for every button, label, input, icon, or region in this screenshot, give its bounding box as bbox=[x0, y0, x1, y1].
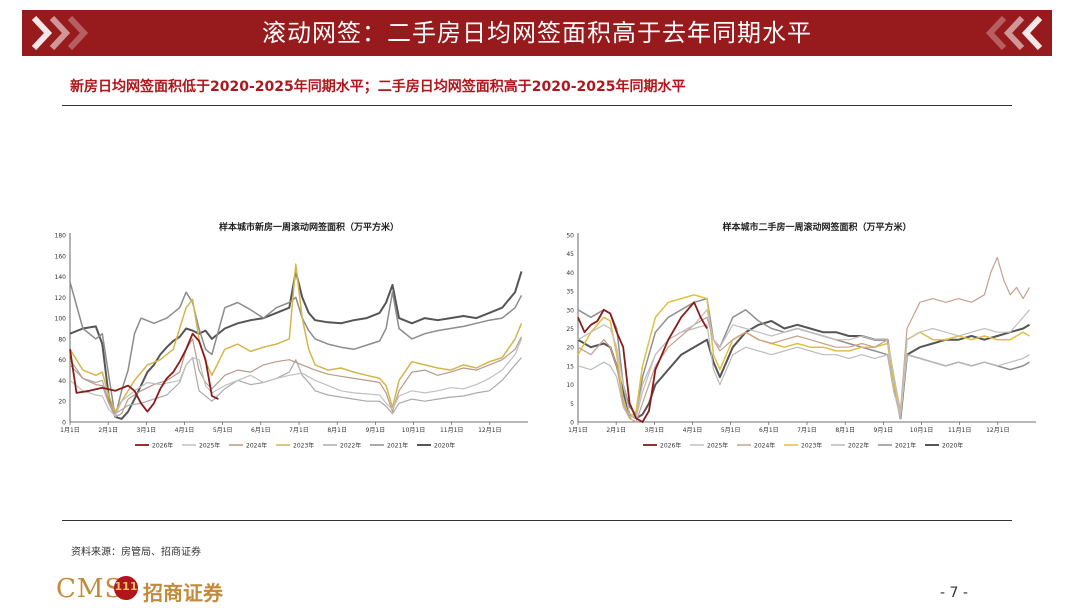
right-chevrons-icon bbox=[985, 16, 1043, 50]
legend-label: 2026年 bbox=[660, 442, 681, 450]
bottom-divider bbox=[62, 520, 1012, 521]
x-tick-label: 12月1日 bbox=[986, 427, 1009, 434]
legend-label: 2021年 bbox=[387, 442, 408, 450]
y-tick-label: 140 bbox=[55, 274, 67, 281]
legend-label: 2023年 bbox=[801, 442, 822, 450]
x-tick-label: 6月1日 bbox=[759, 427, 779, 434]
y-tick-label: 25 bbox=[566, 326, 574, 333]
legend-label: 2023年 bbox=[293, 442, 314, 450]
source-note: 资料来源：房管局、招商证券 bbox=[71, 547, 201, 558]
x-tick-label: 10月1日 bbox=[910, 427, 933, 434]
series-line-2021年 bbox=[69, 281, 523, 418]
x-tick-label: 8月1日 bbox=[327, 427, 347, 434]
header-banner: 滚动网签：二手房日均网签面积高于去年同期水平 bbox=[22, 10, 1052, 56]
x-tick-label: 2月1日 bbox=[606, 427, 626, 434]
legend-label: 2022年 bbox=[340, 442, 361, 450]
chart-title: 样本城市二手房一周滚动网签面积（万平方米） bbox=[722, 221, 911, 233]
series-line-2026年 bbox=[69, 332, 219, 413]
y-tick-label: 100 bbox=[55, 316, 67, 323]
y-tick-label: 20 bbox=[566, 345, 574, 352]
x-tick-label: 5月1日 bbox=[213, 427, 233, 434]
y-tick-label: 20 bbox=[58, 399, 66, 406]
logo-emblem-text: 111 bbox=[114, 580, 138, 593]
legend-label: 2020年 bbox=[942, 442, 963, 450]
logo-text: CMS bbox=[56, 574, 124, 604]
x-tick-label: 3月1日 bbox=[137, 427, 157, 434]
x-tick-label: 10月1日 bbox=[402, 427, 425, 434]
x-tick-label: 7月1日 bbox=[797, 427, 817, 434]
series-line-2024年 bbox=[69, 336, 523, 418]
new-home-chart: 样本城市新房一周滚动网签面积（万平方米） 0 20 40 60 80 100 120 140 16… bbox=[55, 221, 528, 450]
series-line-2023年 bbox=[69, 263, 523, 413]
logo-emblem-icon: 111 bbox=[114, 576, 138, 600]
y-tick-label: 180 bbox=[55, 233, 67, 240]
chart-title: 样本城市新房一周滚动网签面积（万平方米） bbox=[219, 221, 399, 233]
series-line-2025年 bbox=[69, 338, 523, 417]
y-tick-label: 15 bbox=[566, 363, 574, 370]
logo-cn-text: 招商证券 bbox=[143, 581, 223, 605]
x-tick-label: 5月1日 bbox=[721, 427, 741, 434]
cms-logo: CMS 111 招商证券 bbox=[56, 572, 246, 606]
legend-label: 2024年 bbox=[246, 442, 267, 450]
series-line-2023年 bbox=[577, 294, 1030, 420]
y-tick-label: 5 bbox=[570, 401, 574, 408]
y-tick-label: 160 bbox=[55, 253, 67, 260]
left-chevrons-icon bbox=[31, 16, 89, 50]
legend-label: 2022年 bbox=[848, 442, 869, 450]
y-tick-label: 0 bbox=[570, 420, 574, 427]
x-tick-label: 9月1日 bbox=[874, 427, 894, 434]
x-tick-label: 2月1日 bbox=[98, 427, 118, 434]
series-line-2024年 bbox=[577, 256, 1031, 423]
x-tick-label: 9月1日 bbox=[366, 427, 386, 434]
page-title: 滚动网签：二手房日均网签面积高于去年同期水平 bbox=[262, 19, 812, 47]
y-tick-label: 120 bbox=[55, 295, 67, 302]
legend-label: 2021年 bbox=[895, 442, 916, 450]
y-tick-label: 50 bbox=[566, 233, 574, 240]
y-tick-label: 60 bbox=[58, 357, 66, 364]
y-tick-label: 40 bbox=[58, 378, 66, 385]
y-tick-label: 80 bbox=[58, 336, 66, 343]
top-divider bbox=[62, 105, 1012, 106]
series-line-2026年 bbox=[577, 301, 708, 423]
x-tick-label: 4月1日 bbox=[175, 427, 195, 434]
x-tick-label: 11月1日 bbox=[948, 427, 971, 434]
x-tick-label: 6月1日 bbox=[251, 427, 271, 434]
y-tick-label: 10 bbox=[566, 382, 574, 389]
legend-label: 2024年 bbox=[754, 442, 775, 450]
second-hand-chart: 样本城市二手房一周滚动网签面积（万平方米） 0 5 10 15 20 25 30 35 40 45 5… bbox=[566, 221, 1036, 450]
x-tick-label: 3月1日 bbox=[645, 427, 665, 434]
series-line-2022年 bbox=[69, 357, 522, 415]
legend-label: 2026年 bbox=[152, 442, 173, 450]
x-tick-label: 12月1日 bbox=[478, 427, 501, 434]
legend-label: 2025年 bbox=[707, 442, 728, 450]
page-number: - 7 - bbox=[940, 585, 968, 601]
x-tick-label: 11月1日 bbox=[440, 427, 463, 434]
x-tick-label: 7月1日 bbox=[289, 427, 309, 434]
x-tick-label: 8月1日 bbox=[835, 427, 855, 434]
y-tick-label: 40 bbox=[566, 270, 574, 277]
legend-label: 2020年 bbox=[434, 442, 455, 450]
y-tick-label: 0 bbox=[62, 420, 66, 427]
x-tick-label: 4月1日 bbox=[683, 427, 703, 434]
x-tick-label: 1月1日 bbox=[60, 427, 80, 434]
y-tick-label: 35 bbox=[566, 289, 574, 296]
y-tick-label: 30 bbox=[566, 307, 574, 314]
x-tick-label: 1月1日 bbox=[568, 427, 588, 434]
subtitle: 新房日均网签面积低于2020-2025年同期水平；二手房日均网签面积高于2020… bbox=[70, 79, 686, 95]
y-tick-label: 45 bbox=[566, 251, 574, 258]
legend-label: 2025年 bbox=[199, 442, 220, 450]
